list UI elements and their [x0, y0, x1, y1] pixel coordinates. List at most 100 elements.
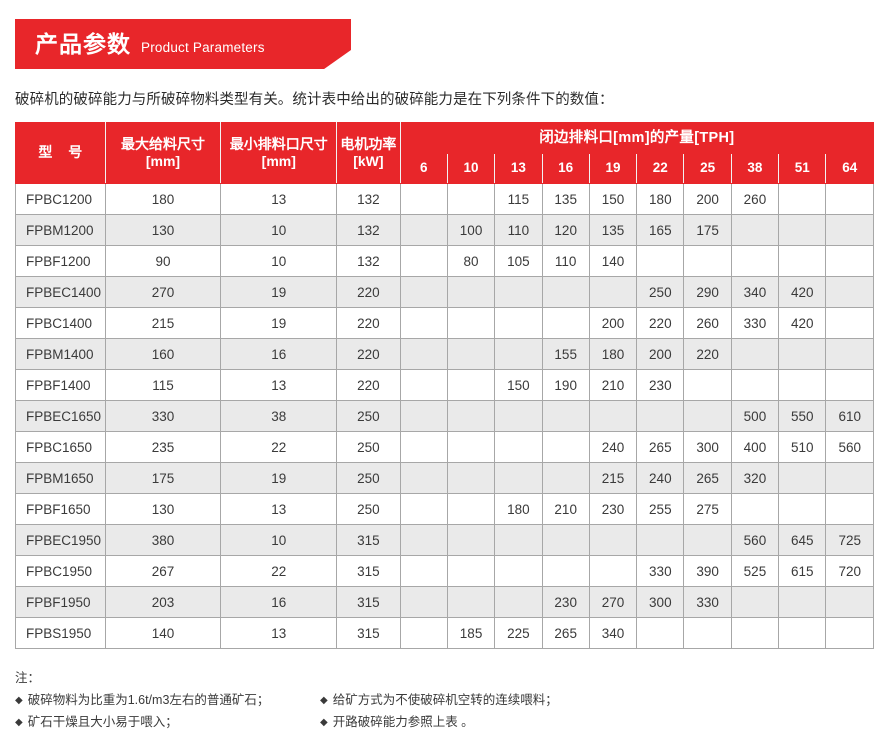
cell-capacity-64 — [825, 369, 874, 401]
cell-capacity-16 — [541, 555, 590, 587]
diamond-bullet-icon: ◆ — [320, 694, 328, 706]
notes-block: 注： ◆ 破碎物料为比重为1.6t/m3左右的普通矿石； ◆ 给矿方式为不使破碎机空… — [15, 668, 650, 734]
cell-model: FPBC1650 — [15, 431, 106, 463]
cell-model: FPBS1950 — [15, 617, 106, 649]
cell-capacity-13: 150 — [494, 369, 543, 401]
cell-capacity-10 — [446, 493, 496, 525]
cell-capacity-6 — [399, 586, 448, 618]
cell-capacity-10 — [446, 338, 496, 370]
cell-capacity-13 — [494, 431, 543, 463]
cell-model: FPBF1950 — [15, 586, 106, 618]
cell-capacity-38: 525 — [730, 555, 780, 587]
header-css-16: 16 — [541, 153, 590, 184]
cell-capacity-10 — [446, 524, 496, 556]
cell-capacity-19 — [588, 400, 638, 432]
cell-model: FPBC1950 — [15, 555, 106, 587]
cell-capacity-19: 150 — [588, 183, 638, 215]
cell-capacity-10 — [446, 462, 496, 494]
cell-capacity-64 — [825, 214, 874, 246]
cell-capacity-51 — [778, 493, 827, 525]
diamond-bullet-icon: ◆ — [320, 716, 328, 728]
cell-capacity-13 — [494, 400, 543, 432]
cell-capacity-51 — [778, 617, 827, 649]
cell-model: FPBC1400 — [15, 307, 106, 339]
cell-max-feed-size: 175 — [104, 462, 222, 494]
cell-capacity-38 — [730, 493, 780, 525]
cell-capacity-6 — [399, 400, 448, 432]
cell-capacity-19: 240 — [588, 431, 638, 463]
cell-capacity-13: 105 — [494, 245, 543, 277]
cell-capacity-6 — [399, 555, 448, 587]
cell-capacity-19: 140 — [588, 245, 638, 277]
cell-min-discharge-size: 22 — [220, 431, 338, 463]
header-css-19: 19 — [588, 153, 638, 184]
cell-capacity-19: 180 — [588, 338, 638, 370]
cell-capacity-64 — [825, 245, 874, 277]
cell-motor-power: 132 — [336, 214, 401, 246]
table-row: FPBEC1400 270 19 220 250 290 340 420 — [15, 276, 874, 308]
cell-capacity-19 — [588, 555, 638, 587]
note-item-3-text: 矿石干燥且大小易于喂入； — [27, 714, 178, 729]
cell-capacity-22: 165 — [636, 214, 685, 246]
cell-min-discharge-size: 16 — [220, 338, 338, 370]
cell-capacity-25 — [683, 245, 732, 277]
cell-capacity-6 — [399, 245, 448, 277]
notes-row-2: ◆ 矿石干燥且大小易于喂入； ◆ 开路破碎能力参照上表 。 — [15, 712, 650, 734]
note-item-1-text: 破碎物料为比重为1.6t/m3左右的普通矿石； — [27, 692, 270, 707]
cell-motor-power: 220 — [336, 307, 401, 339]
cell-capacity-51 — [778, 338, 827, 370]
cell-capacity-6 — [399, 431, 448, 463]
cell-motor-power: 250 — [336, 462, 401, 494]
cell-capacity-19: 270 — [588, 586, 638, 618]
cell-capacity-22: 330 — [636, 555, 685, 587]
cell-capacity-19 — [588, 276, 638, 308]
cell-capacity-25: 290 — [683, 276, 732, 308]
banner-title-en: Product Parameters — [141, 39, 265, 55]
cell-capacity-38: 500 — [730, 400, 780, 432]
cell-capacity-25: 175 — [683, 214, 732, 246]
cell-capacity-64 — [825, 493, 874, 525]
cell-capacity-10 — [446, 586, 496, 618]
table-body: FPBC1200 180 13 132 115 135 150 180 200 260 FPBM12… — [15, 183, 874, 649]
cell-capacity-22 — [636, 617, 685, 649]
header-max-feed-size: 最大给料尺寸 [mm] — [104, 122, 222, 184]
cell-min-discharge-size: 16 — [220, 586, 338, 618]
cell-model: FPBEC1400 — [15, 276, 106, 308]
cell-capacity-10 — [446, 431, 496, 463]
cell-capacity-25 — [683, 369, 732, 401]
cell-max-feed-size: 380 — [104, 524, 222, 556]
cell-motor-power: 220 — [336, 276, 401, 308]
header-min-discharge-size: 最小排料口尺寸 [mm] — [220, 122, 338, 184]
cell-capacity-6 — [399, 524, 448, 556]
cell-max-feed-size: 203 — [104, 586, 222, 618]
table-header-row-1: 型 号 最大给料尺寸 [mm] 最小排料口尺寸 [mm] 电机功率 [kW] 闭… — [15, 122, 875, 184]
cell-capacity-16 — [541, 276, 590, 308]
cell-max-feed-size: 180 — [104, 183, 222, 215]
cell-capacity-64 — [825, 462, 874, 494]
header-model: 型 号 — [15, 122, 106, 184]
cell-capacity-16: 135 — [541, 183, 590, 215]
cell-model: FPBEC1650 — [15, 400, 106, 432]
cell-capacity-10 — [446, 307, 496, 339]
note-item-2: ◆ 给矿方式为不使破碎机空转的连续喂料； — [320, 690, 650, 712]
table-row: FPBC1650 235 22 250 240 265 300 400 510 560 — [15, 431, 874, 463]
cell-min-discharge-size: 10 — [220, 214, 338, 246]
cell-min-discharge-size: 13 — [220, 493, 338, 525]
cell-capacity-13 — [494, 307, 543, 339]
cell-capacity-16: 265 — [541, 617, 590, 649]
cell-capacity-64: 610 — [825, 400, 874, 432]
cell-capacity-16: 190 — [541, 369, 590, 401]
cell-motor-power: 315 — [336, 555, 401, 587]
cell-max-feed-size: 140 — [104, 617, 222, 649]
table-row: FPBF1950 203 16 315 230 270 300 330 — [15, 586, 874, 618]
cell-capacity-51 — [778, 245, 827, 277]
cell-capacity-38 — [730, 338, 780, 370]
cell-capacity-19: 340 — [588, 617, 638, 649]
cell-capacity-6 — [399, 214, 448, 246]
cell-capacity-22: 240 — [636, 462, 685, 494]
cell-motor-power: 315 — [336, 586, 401, 618]
cell-capacity-38: 400 — [730, 431, 780, 463]
cell-capacity-22: 200 — [636, 338, 685, 370]
cell-capacity-16: 210 — [541, 493, 590, 525]
cell-capacity-51: 420 — [778, 307, 827, 339]
